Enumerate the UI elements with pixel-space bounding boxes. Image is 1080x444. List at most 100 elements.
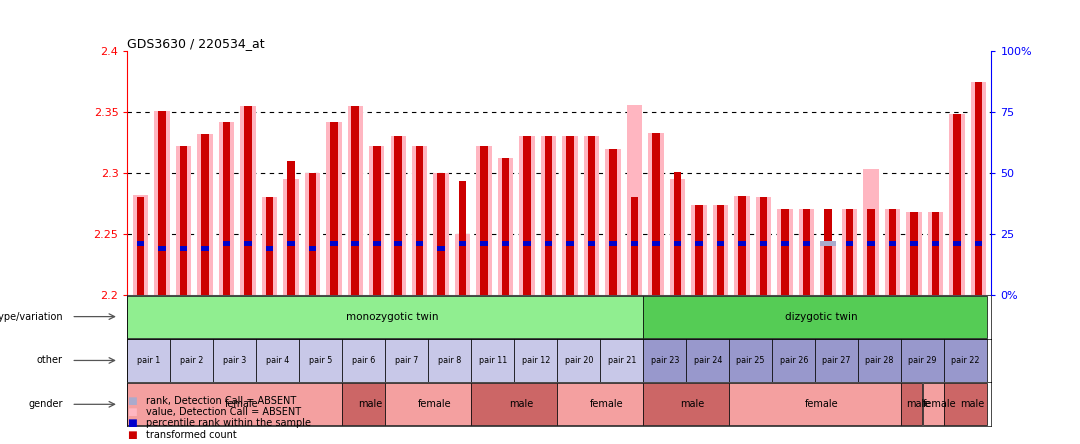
Bar xyxy=(846,241,853,246)
Bar xyxy=(287,161,295,295)
Bar xyxy=(136,241,144,246)
Bar xyxy=(824,241,832,246)
Bar xyxy=(471,339,514,381)
Text: pair 12: pair 12 xyxy=(522,356,550,365)
Bar xyxy=(772,339,815,381)
Text: ■: ■ xyxy=(127,396,137,406)
Bar xyxy=(928,212,943,295)
Bar xyxy=(459,241,467,246)
Bar xyxy=(670,179,686,295)
Bar xyxy=(524,241,531,246)
Bar xyxy=(351,106,359,295)
Bar xyxy=(932,241,940,246)
Bar xyxy=(799,210,814,295)
Bar xyxy=(266,246,273,251)
Text: pair 22: pair 22 xyxy=(951,356,980,365)
Bar xyxy=(373,146,380,295)
Bar xyxy=(283,179,298,295)
Text: female: female xyxy=(418,399,451,409)
Bar xyxy=(717,205,725,295)
Bar xyxy=(244,106,252,295)
Bar xyxy=(863,169,879,295)
Bar xyxy=(760,197,768,295)
Bar xyxy=(674,172,681,295)
Bar xyxy=(391,136,406,295)
Bar xyxy=(781,210,788,295)
Text: pair 1: pair 1 xyxy=(137,356,161,365)
Text: transformed count: transformed count xyxy=(146,429,237,440)
Bar xyxy=(859,339,901,381)
Bar xyxy=(713,205,728,295)
Bar xyxy=(127,383,342,425)
Bar xyxy=(802,210,810,295)
Bar xyxy=(136,197,144,295)
Bar xyxy=(256,339,299,381)
Bar xyxy=(197,134,213,295)
Bar xyxy=(519,136,535,295)
Bar xyxy=(455,234,471,295)
Bar xyxy=(222,241,230,246)
Bar xyxy=(717,241,725,246)
Bar xyxy=(949,115,964,295)
Bar xyxy=(696,241,703,246)
Bar xyxy=(541,136,556,295)
Bar xyxy=(729,383,901,425)
Bar xyxy=(557,383,643,425)
Bar xyxy=(901,339,944,381)
Bar xyxy=(739,196,746,295)
Bar xyxy=(563,136,578,295)
Bar xyxy=(416,146,423,295)
Text: male: male xyxy=(906,399,931,409)
Bar xyxy=(342,383,386,425)
Text: male: male xyxy=(960,399,984,409)
Bar xyxy=(631,241,638,246)
Bar xyxy=(644,339,686,381)
Bar xyxy=(481,146,488,295)
Text: male: male xyxy=(509,399,532,409)
Bar xyxy=(584,136,599,295)
Bar xyxy=(975,241,983,246)
Bar xyxy=(729,339,772,381)
Text: other: other xyxy=(37,356,63,365)
Text: pair 2: pair 2 xyxy=(180,356,204,365)
Bar xyxy=(588,241,595,246)
Text: pair 21: pair 21 xyxy=(608,356,636,365)
Text: pair 25: pair 25 xyxy=(737,356,765,365)
Bar xyxy=(514,339,557,381)
FancyBboxPatch shape xyxy=(644,296,987,337)
Bar xyxy=(944,339,987,381)
Bar xyxy=(342,339,386,381)
Text: rank, Detection Call = ABSENT: rank, Detection Call = ABSENT xyxy=(146,396,296,406)
Bar xyxy=(910,212,918,295)
Bar xyxy=(437,246,445,251)
Bar xyxy=(394,136,402,295)
Bar xyxy=(756,197,771,295)
Bar xyxy=(566,241,573,246)
Text: value, Detection Call = ABSENT: value, Detection Call = ABSENT xyxy=(146,407,301,417)
Bar xyxy=(901,383,922,425)
Text: ■: ■ xyxy=(127,429,137,440)
Bar xyxy=(330,241,338,246)
Bar xyxy=(841,210,858,295)
Text: pair 3: pair 3 xyxy=(224,356,246,365)
Bar xyxy=(760,241,768,246)
Bar xyxy=(244,241,252,246)
Text: percentile rank within the sample: percentile rank within the sample xyxy=(146,418,311,428)
Bar xyxy=(429,339,471,381)
Bar xyxy=(557,339,600,381)
Bar xyxy=(309,246,316,251)
Bar xyxy=(606,148,621,295)
Bar xyxy=(889,210,896,295)
Bar xyxy=(652,241,660,246)
Bar xyxy=(369,146,384,295)
Text: male: male xyxy=(680,399,705,409)
Text: monozygotic twin: monozygotic twin xyxy=(346,312,438,321)
Bar xyxy=(351,241,359,246)
Bar xyxy=(240,106,256,295)
Bar xyxy=(214,339,256,381)
Text: female: female xyxy=(225,399,258,409)
Bar xyxy=(498,158,513,295)
Bar xyxy=(179,246,187,251)
Text: pair 7: pair 7 xyxy=(395,356,419,365)
Bar xyxy=(821,246,836,295)
